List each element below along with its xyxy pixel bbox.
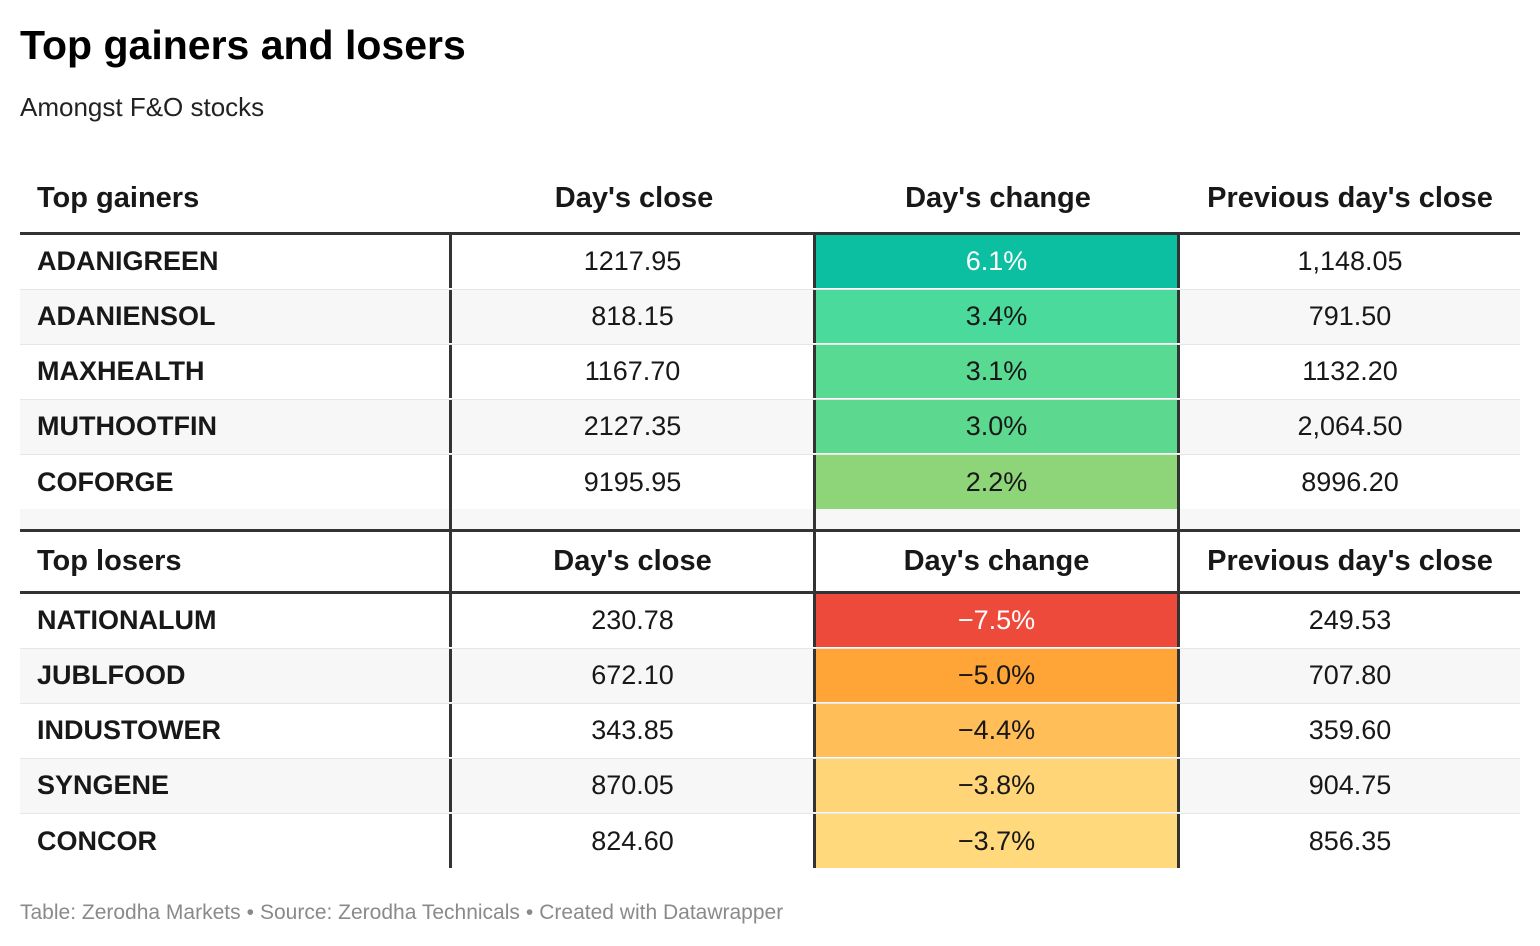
header-cell-prev-close: Previous day's close xyxy=(1207,545,1493,577)
cell-days-change: 3.0% xyxy=(816,400,1180,453)
losers-body: NATIONALUM 230.78 −7.5% 249.53 JUBLFOOD 672.1… xyxy=(20,594,1520,868)
table-row: ADANIENSOL 818.15 3.4% 791.50 xyxy=(20,290,1520,345)
header-cell-close: Day's close xyxy=(452,532,816,591)
footer-credits: Table: Zerodha Markets • Source: Zerodha T… xyxy=(20,899,783,927)
cell-previous-close: 8996.20 xyxy=(1301,466,1399,497)
losers-header-row: Top losers Day's close Day's change Prev… xyxy=(20,529,1520,594)
spacer-cell xyxy=(816,509,1180,529)
page-subtitle: Amongst F&O stocks xyxy=(20,92,265,122)
cell-days-close: 2127.35 xyxy=(452,400,816,453)
header-cell-change: Day's change xyxy=(816,532,1180,591)
table-row: INDUSTOWER 343.85 −4.4% 359.60 xyxy=(20,704,1520,759)
cell-stock-name: JUBLFOOD xyxy=(20,649,452,702)
cell-days-change: −5.0% xyxy=(816,649,1180,702)
cell-previous-close: 249.53 xyxy=(1308,605,1392,635)
cell-days-change: −3.7% xyxy=(816,814,1180,868)
header-cell-stock: Top gainers xyxy=(37,181,200,214)
cell-days-change: 2.2% xyxy=(816,455,1180,509)
header-cell-stock: Top losers xyxy=(20,532,452,591)
cell-days-close: 9195.95 xyxy=(452,455,816,509)
cell-previous-close: 1,148.05 xyxy=(1297,246,1403,276)
cell-stock-name: INDUSTOWER xyxy=(20,704,452,757)
header-cell-prev-close: Previous day's close xyxy=(1207,181,1493,214)
cell-stock-name: ADANIGREEN xyxy=(20,235,452,288)
table-row: COFORGE 9195.95 2.2% 8996.20 xyxy=(20,455,1520,509)
cell-stock-name: COFORGE xyxy=(20,455,452,509)
footer-table-credit: Table: Zerodha Markets xyxy=(20,901,241,924)
gainers-losers-table: Top gainers Day's close Day's change Pre… xyxy=(20,164,1520,868)
cell-stock-name: MUTHOOTFIN xyxy=(20,400,452,453)
cell-days-close: 343.85 xyxy=(452,704,816,757)
gainers-header-row: Top gainers Day's close Day's change Pre… xyxy=(20,164,1520,235)
cell-stock-name: MAXHEALTH xyxy=(20,345,452,398)
cell-previous-close: 359.60 xyxy=(1308,715,1392,745)
footer-separator: • xyxy=(525,901,534,924)
cell-previous-close: 2,064.50 xyxy=(1297,411,1403,441)
header-cell-close: Day's close xyxy=(554,181,714,214)
table-row: ADANIGREEN 1217.95 6.1% 1,148.05 xyxy=(20,235,1520,290)
cell-previous-close: 1132.20 xyxy=(1302,356,1398,386)
cell-previous-close: 856.35 xyxy=(1308,825,1392,856)
cell-days-change: −7.5% xyxy=(816,594,1180,647)
cell-stock-name: NATIONALUM xyxy=(20,594,452,647)
gainers-body: ADANIGREEN 1217.95 6.1% 1,148.05 ADANIENSOL 8… xyxy=(20,235,1520,509)
page-title: Top gainers and losers xyxy=(20,22,466,68)
cell-previous-close: 707.80 xyxy=(1308,660,1392,690)
header-cell-change: Day's change xyxy=(905,181,1091,214)
cell-previous-close: 904.75 xyxy=(1308,770,1392,800)
spacer-cell xyxy=(1180,509,1520,529)
cell-days-close: 672.10 xyxy=(452,649,816,702)
cell-days-close: 818.15 xyxy=(452,290,816,343)
cell-days-close: 1167.70 xyxy=(452,345,816,398)
table-row: SYNGENE 870.05 −3.8% 904.75 xyxy=(20,759,1520,814)
spacer-cell xyxy=(452,509,816,529)
spacer-cell xyxy=(20,509,452,529)
footer-source: Source: Zerodha Technicals xyxy=(259,901,520,924)
cell-days-close: 824.60 xyxy=(452,814,816,868)
cell-stock-name: ADANIENSOL xyxy=(20,290,452,343)
cell-days-change: 6.1% xyxy=(816,235,1180,288)
table-row: CONCOR 824.60 −3.7% 856.35 xyxy=(20,814,1520,868)
cell-days-close: 230.78 xyxy=(452,594,816,647)
cell-days-change: 3.4% xyxy=(816,290,1180,343)
table-row: MAXHEALTH 1167.70 3.1% 1132.20 xyxy=(20,345,1520,400)
cell-stock-name: CONCOR xyxy=(20,814,452,868)
table-row: NATIONALUM 230.78 −7.5% 249.53 xyxy=(20,594,1520,649)
cell-days-close: 870.05 xyxy=(452,759,816,812)
cell-days-change: 3.1% xyxy=(816,345,1180,398)
table-row: JUBLFOOD 672.10 −5.0% 707.80 xyxy=(20,649,1520,704)
cell-days-close: 1217.95 xyxy=(452,235,816,288)
cell-days-change: −4.4% xyxy=(816,704,1180,757)
section-spacer xyxy=(20,509,1520,529)
cell-previous-close: 791.50 xyxy=(1308,301,1392,331)
cell-stock-name: SYNGENE xyxy=(20,759,452,812)
footer-created-with: Created with Datawrapper xyxy=(539,901,784,924)
cell-days-change: −3.8% xyxy=(816,759,1180,812)
table-row: MUTHOOTFIN 2127.35 3.0% 2,064.50 xyxy=(20,400,1520,455)
footer-separator: • xyxy=(246,901,254,924)
